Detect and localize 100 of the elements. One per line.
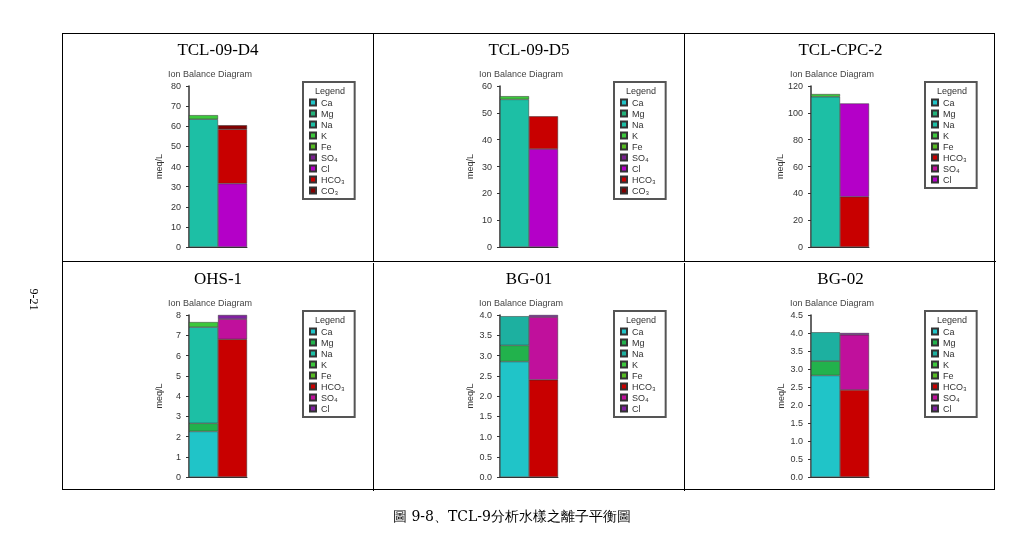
y-tick-label: 0.5: [790, 453, 803, 464]
legend-label: K: [321, 130, 328, 141]
y-tick-label: 5: [175, 370, 181, 381]
y-tick-label: 0: [175, 471, 181, 482]
y-tick-label: 10: [481, 215, 492, 226]
y-tick-label: 60: [481, 81, 492, 91]
y-tick-label: 3.5: [790, 345, 803, 356]
legend-label: Fe: [632, 370, 643, 380]
y-tick-label: 3.5: [479, 329, 492, 340]
legend-label: Ca: [943, 326, 955, 336]
legend-title: Legend: [937, 85, 968, 96]
y-tick-label: 8: [175, 309, 181, 320]
y-tick-label: 70: [170, 101, 181, 112]
chart-title: BG-01: [505, 268, 553, 288]
legend-label: Fe: [321, 141, 332, 152]
legend-label: Fe: [943, 370, 954, 380]
y-tick-label: 3: [175, 410, 181, 421]
y-tick-label: 1.5: [479, 410, 492, 421]
y-tick-label: 0.5: [479, 451, 492, 462]
y-tick-label: 120: [787, 81, 803, 91]
y-tick-label: 10: [170, 221, 181, 232]
y-tick-label: 40: [170, 161, 181, 172]
y-tick-label: 1.5: [790, 417, 803, 428]
legend-label: SO₄: [632, 152, 649, 163]
chart-title: TCL-CPC-2: [798, 40, 883, 59]
legend-label: Mg: [632, 108, 645, 119]
legend-label: Cl: [321, 403, 330, 413]
legend-label: SO₄: [321, 392, 338, 402]
legend-label: HCO₃: [632, 174, 656, 185]
legend-label: Cl: [943, 174, 952, 185]
y-tick-label: 3.0: [790, 363, 803, 374]
chart-title: OHS-1: [193, 268, 243, 288]
legend-label: Na: [943, 119, 955, 130]
legend-label: CO₃: [321, 185, 339, 196]
chart-title: BG-02: [817, 268, 864, 288]
y-tick-label: 40: [481, 134, 492, 145]
y-tick-label: 80: [792, 134, 803, 145]
caption: 圖 9-8、TCL-9分析水樣之離子平衡圖: [392, 508, 632, 526]
legend-label: Na: [321, 348, 333, 358]
legend-label: K: [943, 130, 950, 141]
legend-title: Legend: [937, 314, 968, 324]
y-tick-label: 3.0: [479, 350, 492, 360]
legend-label: Mg: [321, 108, 334, 119]
legend-title: Legend: [626, 314, 657, 324]
text: 9-21: [25, 288, 41, 311]
y-tick-label: 2: [175, 431, 181, 441]
legend-title: Legend: [626, 85, 657, 96]
legend-label: K: [943, 359, 950, 369]
legend-label: Ca: [321, 97, 333, 108]
y-tick-label: 4: [175, 390, 181, 401]
chart-subtitle: Ion Balance Diagram: [790, 297, 875, 307]
chart-subtitle: Ion Balance Diagram: [168, 68, 253, 79]
y-tick-label: 20: [792, 215, 803, 226]
legend-title: Legend: [315, 85, 346, 96]
legend-label: HCO₃: [321, 381, 345, 391]
y-axis-title: meq/L: [464, 382, 475, 409]
legend-label: Mg: [943, 337, 956, 347]
legend-label: HCO₃: [321, 174, 345, 185]
legend-label: HCO₃: [632, 381, 656, 391]
y-tick-label: 2.5: [479, 370, 492, 381]
legend-label: Na: [321, 119, 333, 130]
y-tick-label: 1.0: [790, 435, 803, 446]
legend-label: K: [321, 359, 328, 369]
y-tick-label: 7: [175, 329, 181, 340]
y-tick-label: 4.0: [790, 327, 803, 338]
legend-label: Na: [632, 119, 644, 130]
y-tick-label: 60: [792, 161, 803, 172]
y-tick-label: 6: [175, 350, 181, 360]
legend-label: SO₄: [943, 163, 960, 174]
legend-label: Ca: [943, 97, 955, 108]
y-tick-label: 2.0: [790, 399, 803, 410]
y-tick-label: 0: [797, 242, 803, 252]
legend-label: Mg: [632, 337, 645, 347]
legend-label: HCO₃: [943, 152, 967, 163]
legend-label: Fe: [943, 141, 954, 152]
y-axis-title: meq/L: [774, 153, 785, 180]
legend-label: Ca: [321, 326, 333, 336]
y-axis-title: meq/L: [153, 153, 164, 180]
legend-label: Mg: [321, 337, 334, 347]
legend-label: Fe: [321, 370, 332, 380]
y-tick-label: 0: [175, 242, 181, 252]
chart-subtitle: Ion Balance Diagram: [479, 297, 564, 307]
y-tick-label: 30: [481, 161, 492, 172]
y-tick-label: 2.5: [790, 381, 803, 392]
y-axis-title: meq/L: [153, 382, 164, 409]
y-tick-label: 0.0: [479, 471, 492, 482]
legend-label: Ca: [632, 326, 644, 336]
y-tick-label: 60: [170, 121, 181, 132]
legend-label: K: [632, 359, 639, 369]
y-tick-label: 50: [481, 107, 492, 118]
y-axis-title: meq/L: [464, 153, 475, 180]
y-tick-label: 40: [792, 188, 803, 199]
chart-subtitle: Ion Balance Diagram: [790, 68, 875, 79]
legend-label: Na: [943, 348, 955, 358]
legend-label: Mg: [943, 108, 956, 119]
legend-label: Cl: [321, 163, 330, 174]
y-tick-label: 30: [170, 181, 181, 192]
chart-title: TCL-09-D5: [488, 40, 570, 59]
legend-label: HCO₃: [943, 381, 967, 391]
legend-label: SO₄: [943, 392, 960, 402]
